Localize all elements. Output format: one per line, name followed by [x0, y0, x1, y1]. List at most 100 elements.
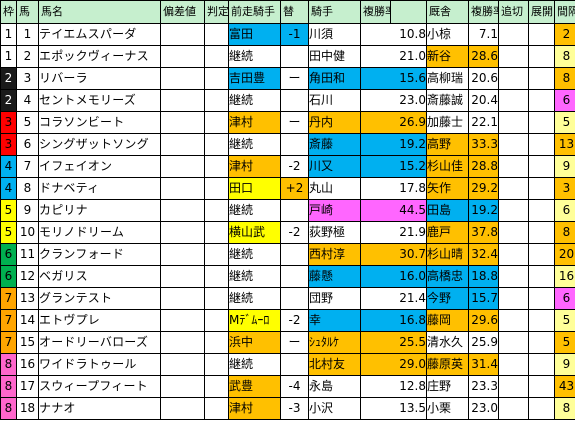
- horse-name: スウィープフィート: [38, 375, 161, 398]
- horse-number: 6: [16, 133, 39, 156]
- pace-cell: [528, 199, 555, 222]
- trainer-name: 杉山佳: [426, 155, 469, 178]
- horse-number: 5: [16, 111, 39, 134]
- jockey-rate: 16.0: [360, 265, 427, 288]
- deviation-cell: [160, 199, 205, 222]
- trainer-rate: 19.2: [468, 199, 499, 222]
- jockey-name: 藤懸: [308, 265, 361, 288]
- trainer-rate: 28.6: [468, 45, 499, 68]
- horse-name: エポックヴィーナス: [38, 45, 161, 68]
- trainer-rate: 31.4: [468, 353, 499, 376]
- frame-number: 5: [0, 199, 17, 222]
- interval-weeks: 8: [554, 45, 575, 68]
- judge-cell: [204, 199, 229, 222]
- trainer-name: 今野: [426, 287, 469, 310]
- horse-number: 18: [16, 397, 39, 420]
- h-interval: 間隔: [554, 0, 575, 24]
- horse-number: 10: [16, 221, 39, 244]
- trainer-rate: 29.2: [468, 177, 499, 200]
- deviation-cell: [160, 397, 205, 420]
- horse-number: 3: [16, 67, 39, 90]
- h-horse-name: 馬名: [38, 0, 161, 24]
- workout-cell: [498, 45, 529, 68]
- deviation-cell: [160, 177, 205, 200]
- table-row: 3 6 シングザットソング 継続 斎藤 19.2 高野 33.3 13: [0, 133, 575, 156]
- jockey-rate: 25.5: [360, 331, 427, 354]
- table-row: 2 3 リバーラ 吉田豊ー角田和 15.6 高柳瑞 20.6 8: [0, 67, 575, 90]
- h-pace: 展開: [528, 0, 555, 24]
- workout-cell: [498, 375, 529, 398]
- horse-name: カピリナ: [38, 199, 161, 222]
- jockey-rate: 44.5: [360, 199, 427, 222]
- interval-weeks: 2: [554, 23, 575, 46]
- judge-cell: [204, 111, 229, 134]
- jockey-rate: 13.5: [360, 397, 427, 420]
- deviation-cell: [160, 265, 205, 288]
- prev-jockey: 横山武: [228, 221, 281, 244]
- horse-name: オードリーバローズ: [38, 331, 161, 354]
- trainer-rate: 32.4: [468, 243, 499, 266]
- jockey-change: [280, 287, 309, 310]
- workout-cell: [498, 67, 529, 90]
- deviation-cell: [160, 111, 205, 134]
- horse-name: モリノドリーム: [38, 221, 161, 244]
- trainer-name: 小椋: [426, 23, 469, 46]
- jockey-change: -2: [280, 155, 309, 178]
- interval-weeks: 5: [554, 331, 575, 354]
- interval-weeks: 6: [554, 287, 575, 310]
- h-jockey: 騎手: [308, 0, 361, 24]
- jockey-name: 斎藤: [308, 133, 361, 156]
- h-trate: 複勝率: [468, 0, 499, 24]
- trainer-name: 小栗: [426, 397, 469, 420]
- deviation-cell: [160, 133, 205, 156]
- prev-jockey: 武豊: [228, 375, 281, 398]
- jockey-name: 丹内: [308, 111, 361, 134]
- pace-cell: [528, 243, 555, 266]
- jockey-rate: 21.9: [360, 221, 427, 244]
- jockey-name: 川須: [308, 23, 361, 46]
- interval-weeks: 43: [554, 375, 575, 398]
- trainer-rate: 20.4: [468, 89, 499, 112]
- trainer-rate: 22.1: [468, 111, 499, 134]
- jockey-change: -2: [280, 221, 309, 244]
- trainer-rate: 23.0: [468, 397, 499, 420]
- workout-cell: [498, 111, 529, 134]
- trainer-name: 高野: [426, 133, 469, 156]
- jockey-name: 西村淳: [308, 243, 361, 266]
- deviation-cell: [160, 353, 205, 376]
- jockey-change: [280, 45, 309, 68]
- prev-jockey: 継続: [228, 353, 281, 376]
- table-row: 3 5 コラソンビート 津村ー丹内 26.9 加藤士 22.1 5: [0, 111, 575, 134]
- frame-number: 2: [0, 89, 17, 112]
- jockey-change: [280, 133, 309, 156]
- frame-number: 3: [0, 111, 17, 134]
- horse-name: クランフォード: [38, 243, 161, 266]
- h-change: 替: [280, 0, 309, 24]
- deviation-cell: [160, 155, 205, 178]
- judge-cell: [204, 45, 229, 68]
- horse-name: ドナベティ: [38, 177, 161, 200]
- jockey-rate: 10.8: [360, 23, 427, 46]
- horse-number: 7: [16, 155, 39, 178]
- table-row: 8 18 ナナオ 津村 -3 小沢 13.5 小栗 23.0 8: [0, 397, 575, 420]
- table-row: 7 15 オードリーバローズ 浜中ーｼｭﾀﾙｹ 25.5 清水久 25.9 5: [0, 331, 575, 354]
- interval-weeks: 9: [554, 155, 575, 178]
- workout-cell: [498, 155, 529, 178]
- interval-weeks: 20: [554, 243, 575, 266]
- horse-name: ナナオ: [38, 397, 161, 420]
- horse-number: 2: [16, 45, 39, 68]
- judge-cell: [204, 23, 229, 46]
- frame-number: 6: [0, 265, 17, 288]
- deviation-cell: [160, 309, 205, 332]
- judge-cell: [204, 133, 229, 156]
- pace-cell: [528, 331, 555, 354]
- frame-number: 8: [0, 353, 17, 376]
- table-row: 5 10 モリノドリーム 横山武 -2 荻野極 21.9 鹿戸 37.8 8: [0, 221, 575, 244]
- workout-cell: [498, 353, 529, 376]
- frame-number: 3: [0, 133, 17, 156]
- jockey-name: 角田和: [308, 67, 361, 90]
- judge-cell: [204, 221, 229, 244]
- trainer-rate: 33.3: [468, 133, 499, 156]
- interval-weeks: 16: [554, 265, 575, 288]
